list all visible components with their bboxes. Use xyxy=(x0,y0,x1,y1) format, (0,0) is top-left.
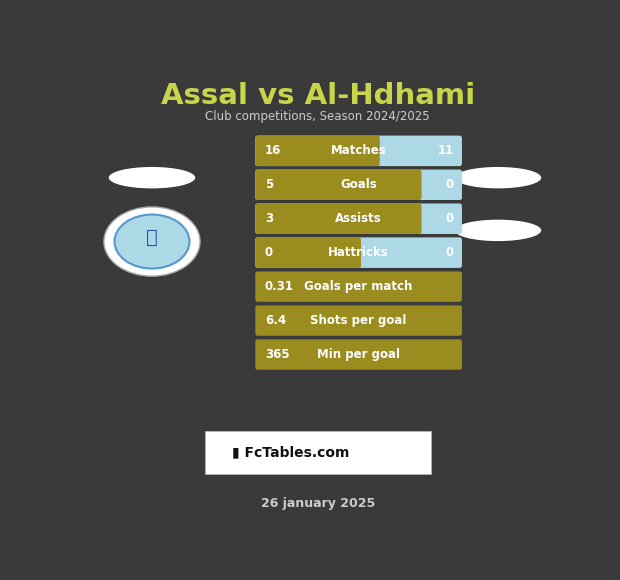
FancyBboxPatch shape xyxy=(255,169,462,200)
FancyBboxPatch shape xyxy=(255,204,462,234)
Text: 0: 0 xyxy=(265,246,273,259)
Text: 16: 16 xyxy=(265,144,281,157)
Ellipse shape xyxy=(104,207,200,276)
Text: Matches: Matches xyxy=(330,144,386,157)
FancyBboxPatch shape xyxy=(255,136,462,166)
Text: 365: 365 xyxy=(265,348,290,361)
FancyBboxPatch shape xyxy=(255,339,462,369)
FancyBboxPatch shape xyxy=(255,169,462,200)
Text: ⛵: ⛵ xyxy=(146,227,158,246)
FancyBboxPatch shape xyxy=(255,306,462,336)
Text: Goals: Goals xyxy=(340,178,377,191)
Text: Hattricks: Hattricks xyxy=(328,246,389,259)
FancyBboxPatch shape xyxy=(255,238,361,268)
FancyBboxPatch shape xyxy=(255,204,462,234)
FancyBboxPatch shape xyxy=(205,432,431,474)
FancyBboxPatch shape xyxy=(255,136,462,166)
Text: 0: 0 xyxy=(446,246,454,259)
Text: 3: 3 xyxy=(265,212,273,225)
Text: 5: 5 xyxy=(265,178,273,191)
Text: ▮ FcTables.com: ▮ FcTables.com xyxy=(232,445,349,459)
Ellipse shape xyxy=(454,167,541,188)
Text: 0.31: 0.31 xyxy=(265,280,294,293)
Text: 11: 11 xyxy=(438,144,454,157)
Ellipse shape xyxy=(108,167,195,188)
Text: 6.4: 6.4 xyxy=(265,314,286,327)
FancyBboxPatch shape xyxy=(255,238,462,268)
FancyBboxPatch shape xyxy=(255,238,462,268)
Text: 26 january 2025: 26 january 2025 xyxy=(260,497,375,510)
Ellipse shape xyxy=(115,215,190,269)
FancyBboxPatch shape xyxy=(255,204,422,234)
Text: 0: 0 xyxy=(446,212,454,225)
Text: Min per goal: Min per goal xyxy=(317,348,400,361)
Text: Shots per goal: Shots per goal xyxy=(311,314,407,327)
FancyBboxPatch shape xyxy=(255,169,422,200)
Text: 0: 0 xyxy=(446,178,454,191)
Ellipse shape xyxy=(454,220,541,241)
Text: Goals per match: Goals per match xyxy=(304,280,413,293)
FancyBboxPatch shape xyxy=(255,136,380,166)
Text: Assal vs Al-Hdhami: Assal vs Al-Hdhami xyxy=(161,82,475,110)
FancyBboxPatch shape xyxy=(255,271,462,302)
Text: Assists: Assists xyxy=(335,212,382,225)
Text: Club competitions, Season 2024/2025: Club competitions, Season 2024/2025 xyxy=(205,110,430,123)
